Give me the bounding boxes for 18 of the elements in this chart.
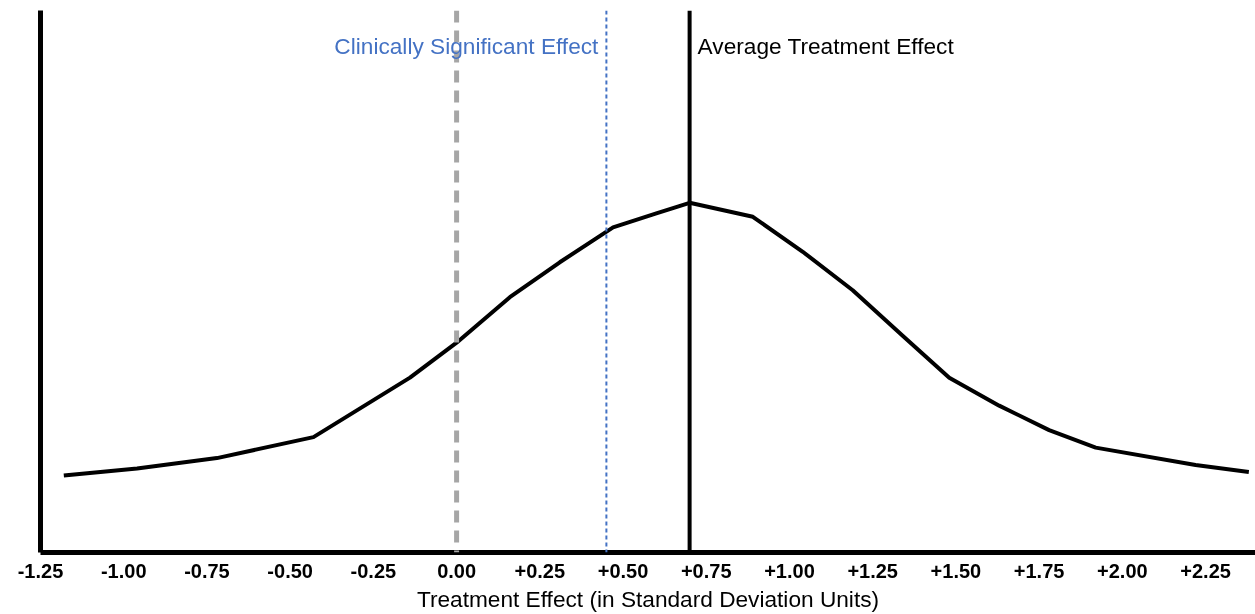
ref-line-label: Clinically Significant Effect [334,33,600,60]
x-tick-label: +0.50 [597,559,649,582]
x-tick-label: +2.00 [1097,559,1148,582]
x-tick-label: +1.00 [764,559,815,582]
x-tick-label: -0.25 [350,559,397,582]
x-tick-label: +1.25 [847,559,898,582]
ref-line-label: Average Treatment Effect [697,33,955,60]
x-tick-label: +0.75 [680,559,732,582]
x-tick-label: -1.00 [100,559,147,582]
x-tick-label: 0.00 [437,559,477,582]
x-tick-label: -0.50 [267,559,313,582]
x-tick-label: -0.75 [184,559,230,582]
x-tick-label: +1.75 [1013,559,1065,582]
x-tick-label: +1.50 [930,559,982,582]
x-tick-label: +2.25 [1180,559,1231,582]
x-tick-label: -1.25 [17,559,64,582]
x-tick-label: +0.25 [514,559,566,582]
x-axis-title: Treatment Effect (in Standard Deviation Units) [416,585,880,612]
